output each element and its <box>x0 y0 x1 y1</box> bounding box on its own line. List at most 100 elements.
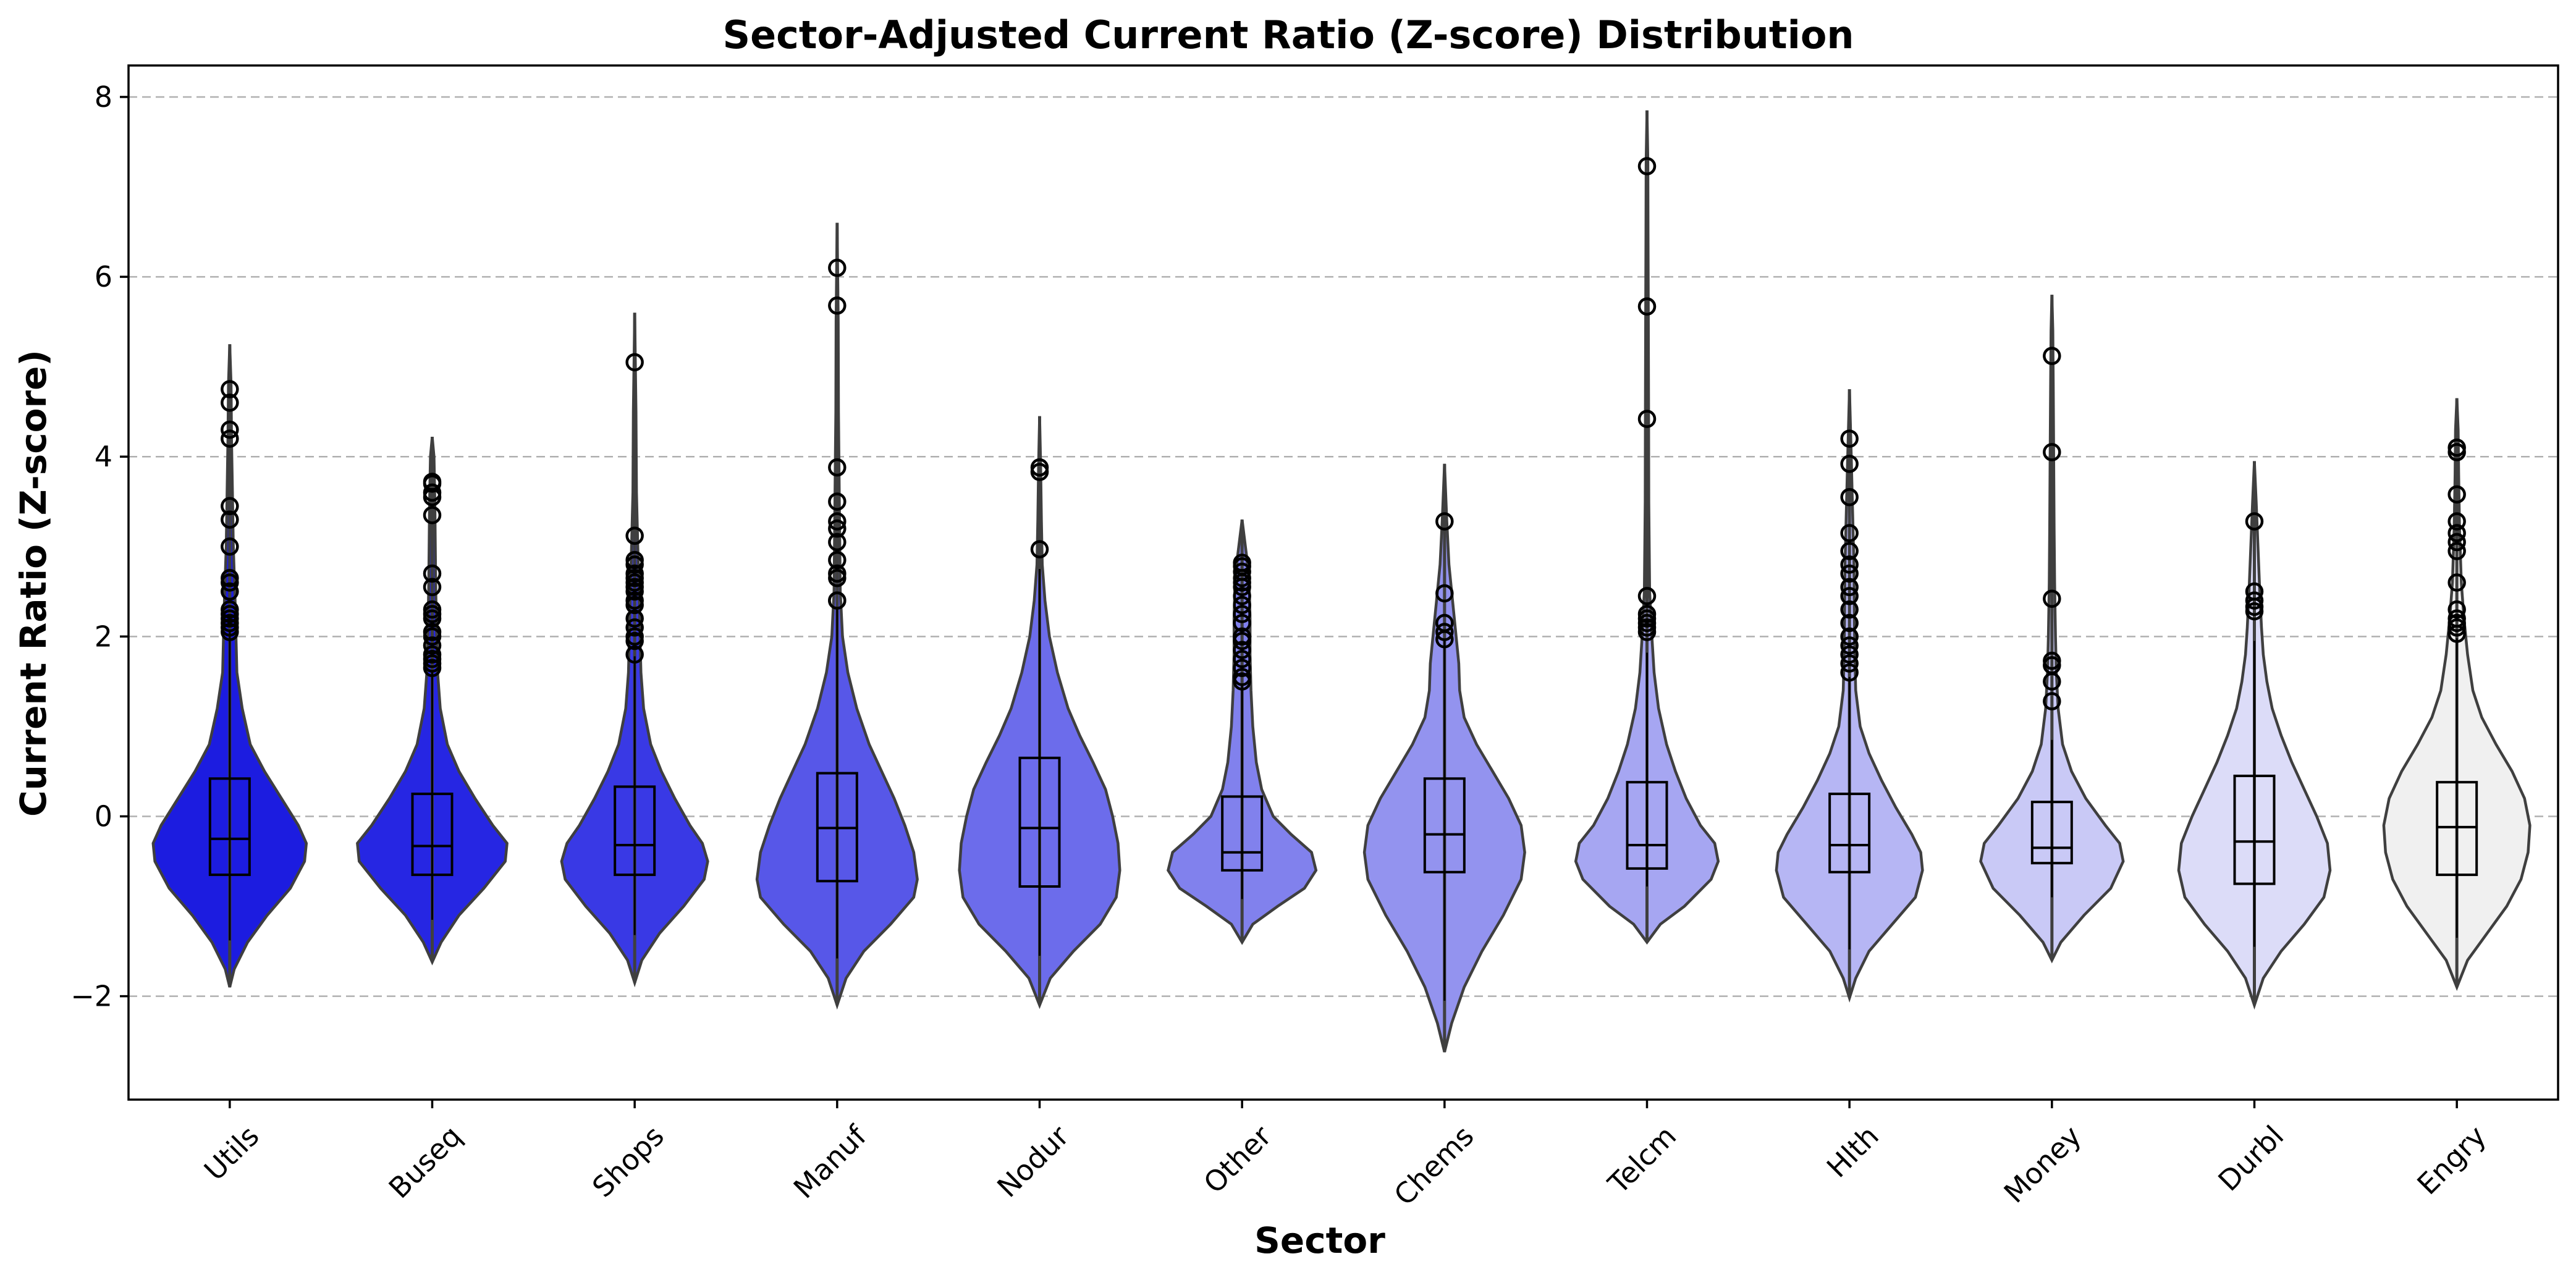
violin-shops <box>560 313 709 988</box>
outlier-point <box>1233 641 1251 659</box>
outlier-point <box>625 609 644 628</box>
box-iqr <box>2030 801 2073 865</box>
x-tick-label: Nodur <box>990 1119 1075 1204</box>
outlier-point <box>221 394 239 412</box>
box-iqr <box>614 785 656 877</box>
box-iqr <box>411 793 454 877</box>
y-tick-label: 6 <box>95 260 112 293</box>
box-iqr <box>1018 756 1061 888</box>
box-iqr <box>1221 795 1264 872</box>
outlier-point <box>423 645 442 664</box>
y-tick-label: 4 <box>95 440 112 473</box>
grid-lines <box>129 96 2558 997</box>
outlier-point <box>221 568 239 587</box>
box-iqr <box>1626 781 1668 870</box>
violin-buseq <box>356 436 509 966</box>
outlier-point <box>625 618 644 637</box>
outlier-point <box>1030 458 1049 477</box>
y-tick-label: 2 <box>95 620 112 653</box>
outlier-point <box>625 564 644 583</box>
violin-durbl <box>2177 461 2332 1010</box>
outlier-point <box>423 623 442 641</box>
outlier-point <box>1435 613 1454 633</box>
outlier-point <box>625 526 644 545</box>
outlier-point <box>1233 562 1251 581</box>
outlier-point <box>221 497 239 516</box>
outlier-point <box>1840 636 1859 655</box>
outlier-point <box>1030 540 1049 558</box>
outlier-point <box>1435 512 1454 531</box>
outlier-point <box>1637 605 1657 623</box>
outlier-point <box>2447 533 2466 552</box>
outlier-point <box>1840 654 1859 673</box>
outlier-point <box>221 510 239 529</box>
y-tick-label: 8 <box>95 80 112 114</box>
x-axis-title: Sector <box>1254 1219 1385 1261</box>
outlier-point <box>828 591 847 610</box>
violin-chems <box>1362 463 1526 1053</box>
violin-hlth <box>1775 389 1924 1003</box>
outlier-point <box>221 420 239 439</box>
chart-title: Sector-Adjusted Current Ratio (Z-score) … <box>722 12 1854 57</box>
outlier-point <box>625 550 644 570</box>
outlier-point <box>1840 524 1859 542</box>
outlier-point <box>1233 605 1251 623</box>
x-tick-label: Manuf <box>787 1118 874 1205</box>
outlier-point <box>828 458 847 477</box>
violins <box>151 110 2532 1053</box>
outlier-point <box>1840 645 1859 664</box>
outlier-point <box>828 258 847 277</box>
outlier-point <box>221 537 239 556</box>
violin-nodur <box>958 416 1121 1009</box>
outlier-point <box>828 564 847 583</box>
outlier-point <box>828 512 847 531</box>
outlier-point <box>1840 542 1859 560</box>
outlier-point <box>2447 542 2466 560</box>
outlier-point <box>221 380 239 398</box>
box-iqr <box>2436 781 2478 877</box>
x-tick-label: Shops <box>586 1119 670 1204</box>
outlier-point <box>625 645 644 664</box>
box-iqr <box>208 777 251 877</box>
outlier-point <box>1637 297 1657 316</box>
outlier-point <box>1840 564 1859 583</box>
outlier-point <box>1233 659 1251 678</box>
outlier-point <box>1840 429 1859 448</box>
outlier-point <box>2043 651 2061 670</box>
outlier-point <box>1637 587 1657 605</box>
outlier-point <box>2245 512 2264 531</box>
x-tick-label: Chems <box>1387 1119 1480 1212</box>
outlier-point <box>1435 623 1454 641</box>
outlier-point <box>1233 554 1251 572</box>
outlier-point <box>828 519 847 538</box>
outlier-point <box>2447 609 2466 628</box>
outlier-point <box>1840 578 1859 597</box>
violin-other <box>1167 519 1318 945</box>
outlier-point <box>2447 600 2466 619</box>
outlier-point <box>1840 555 1859 574</box>
violin-engry <box>2382 398 2532 992</box>
outlier-point <box>625 627 644 646</box>
x-tick-label: Buseq <box>382 1119 468 1205</box>
outlier-point <box>828 533 847 552</box>
x-tick-label: Utils <box>198 1119 266 1187</box>
outlier-point <box>2447 524 2466 542</box>
violin-manuf <box>755 222 919 1010</box>
outlier-point <box>1233 587 1251 605</box>
outlier-point <box>828 550 847 570</box>
outlier-point <box>423 473 442 491</box>
box-iqr <box>1828 793 1871 874</box>
outlier-point <box>1840 587 1859 605</box>
outlier-point <box>2043 347 2061 365</box>
outlier-point <box>1840 613 1859 633</box>
y-axis-title: Current Ratio (Z-score) <box>12 350 54 817</box>
outlier-point <box>423 483 442 502</box>
outlier-point <box>2447 438 2466 457</box>
plot-frame <box>127 64 2559 1101</box>
outlier-point <box>625 591 644 610</box>
outlier-point <box>423 600 442 619</box>
outlier-point <box>828 296 847 315</box>
outlier-point <box>423 564 442 583</box>
